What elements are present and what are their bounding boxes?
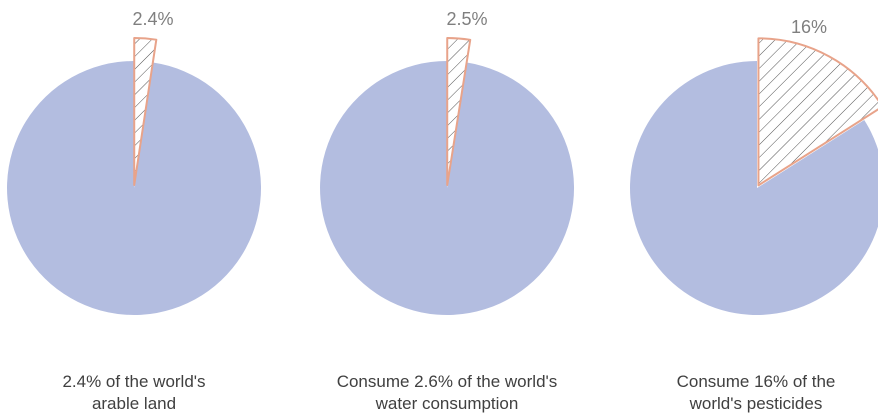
- caption-line-2: world's pesticides: [689, 394, 823, 413]
- pie-slice-highlight: [446, 37, 472, 187]
- caption-line-1: Consume 2.6% of the world's: [336, 372, 558, 391]
- caption-line-1: 2.4% of the world's: [62, 372, 206, 391]
- caption-arable-land: 2.4% of the world's arable land: [0, 371, 274, 415]
- caption-pesticides: Consume 16% of the world's pesticides: [616, 371, 878, 415]
- slice-data-label: 2.5%: [446, 9, 487, 29]
- caption-line-2: arable land: [91, 394, 177, 413]
- slice-data-label: 2.4%: [132, 9, 173, 29]
- pie-slice-highlight: [757, 37, 878, 187]
- pie-chart-2: 2.5%: [320, 9, 575, 315]
- pie-slice-main: [7, 61, 262, 315]
- pie-slice-main: [320, 61, 575, 315]
- pie-slice-main: [630, 61, 878, 315]
- slice-data-label: 16%: [791, 17, 827, 37]
- pie-chart-3: 16%: [630, 17, 878, 315]
- caption-line-1: Consume 16% of the: [676, 372, 836, 391]
- caption-water-consumption: Consume 2.6% of the world's water consum…: [307, 371, 587, 415]
- pie-chart-1: 2.4%: [7, 9, 262, 315]
- pie-slice-highlight: [133, 37, 158, 187]
- caption-line-2: water consumption: [375, 394, 519, 413]
